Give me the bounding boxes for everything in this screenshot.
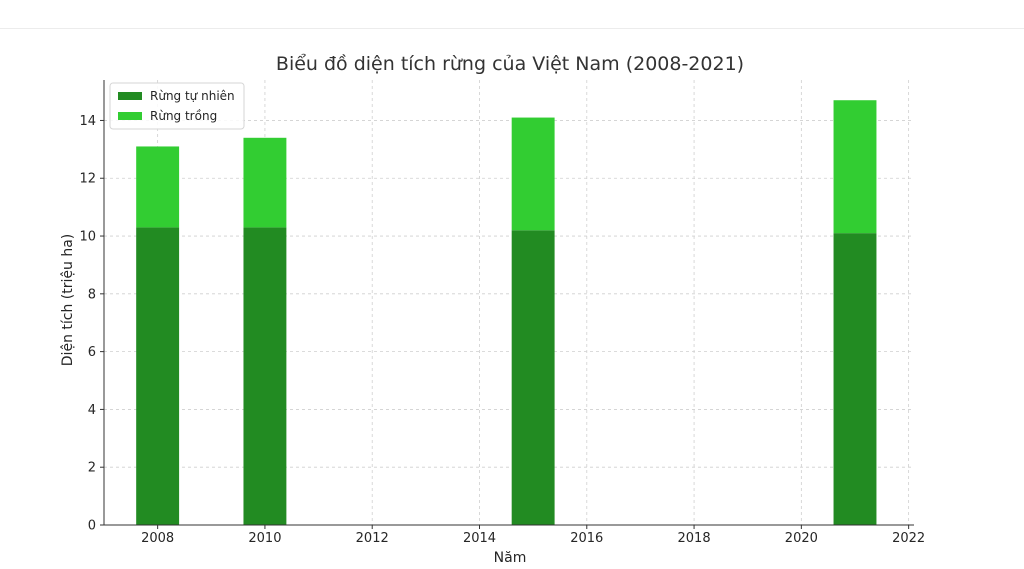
bar-natural-2010 (243, 227, 287, 526)
bars (136, 100, 877, 526)
chart-title: Biểu đồ diện tích rừng của Việt Nam (200… (276, 53, 744, 75)
axes (100, 80, 914, 529)
bar-planted-2021 (833, 100, 877, 234)
bar-natural-2021 (833, 233, 877, 525)
y-tick-label: 10 (79, 230, 96, 245)
y-tick-label: 6 (88, 345, 96, 360)
y-tick-label: 12 (79, 172, 96, 187)
x-tick-label: 2008 (141, 531, 174, 546)
x-tick-label: 2016 (570, 531, 603, 546)
y-tick-label: 8 (88, 287, 96, 302)
x-tick-label: 2022 (892, 531, 925, 546)
x-tick-label: 2012 (356, 531, 389, 546)
bar-planted-2015 (511, 117, 555, 231)
grid (104, 80, 914, 526)
legend-box (109, 82, 245, 130)
bar-planted-2010 (243, 137, 287, 228)
bar-natural-2015 (511, 230, 555, 525)
y-tick-label: 14 (79, 114, 96, 129)
y-axis-label: Diện tích (triệu ha) (60, 234, 76, 366)
y-tick-label: 4 (88, 403, 96, 418)
y-tick-label: 2 (88, 461, 96, 476)
header-divider (0, 28, 1024, 29)
x-tick-label: 2010 (248, 531, 281, 546)
legend-label-natural: Rừng tự nhiên (150, 89, 235, 103)
legend-swatch-planted (118, 112, 142, 120)
legend-swatch-natural (118, 92, 142, 100)
x-tick-label: 2020 (785, 531, 818, 546)
legend: Rừng tự nhiên Rừng trồng (109, 82, 245, 130)
bar-natural-2008 (136, 227, 180, 526)
legend-label-planted: Rừng trồng (150, 109, 217, 123)
x-tick-label: 2018 (678, 531, 711, 546)
x-axis-label: Năm (494, 550, 527, 566)
bar-planted-2008 (136, 146, 180, 228)
tick-labels: 2008 2010 2012 2014 2016 2018 2020 2022 0 2 4 6 8 10 1… (79, 114, 925, 546)
x-tick-label: 2014 (463, 531, 496, 546)
y-tick-label: 0 (88, 519, 96, 534)
